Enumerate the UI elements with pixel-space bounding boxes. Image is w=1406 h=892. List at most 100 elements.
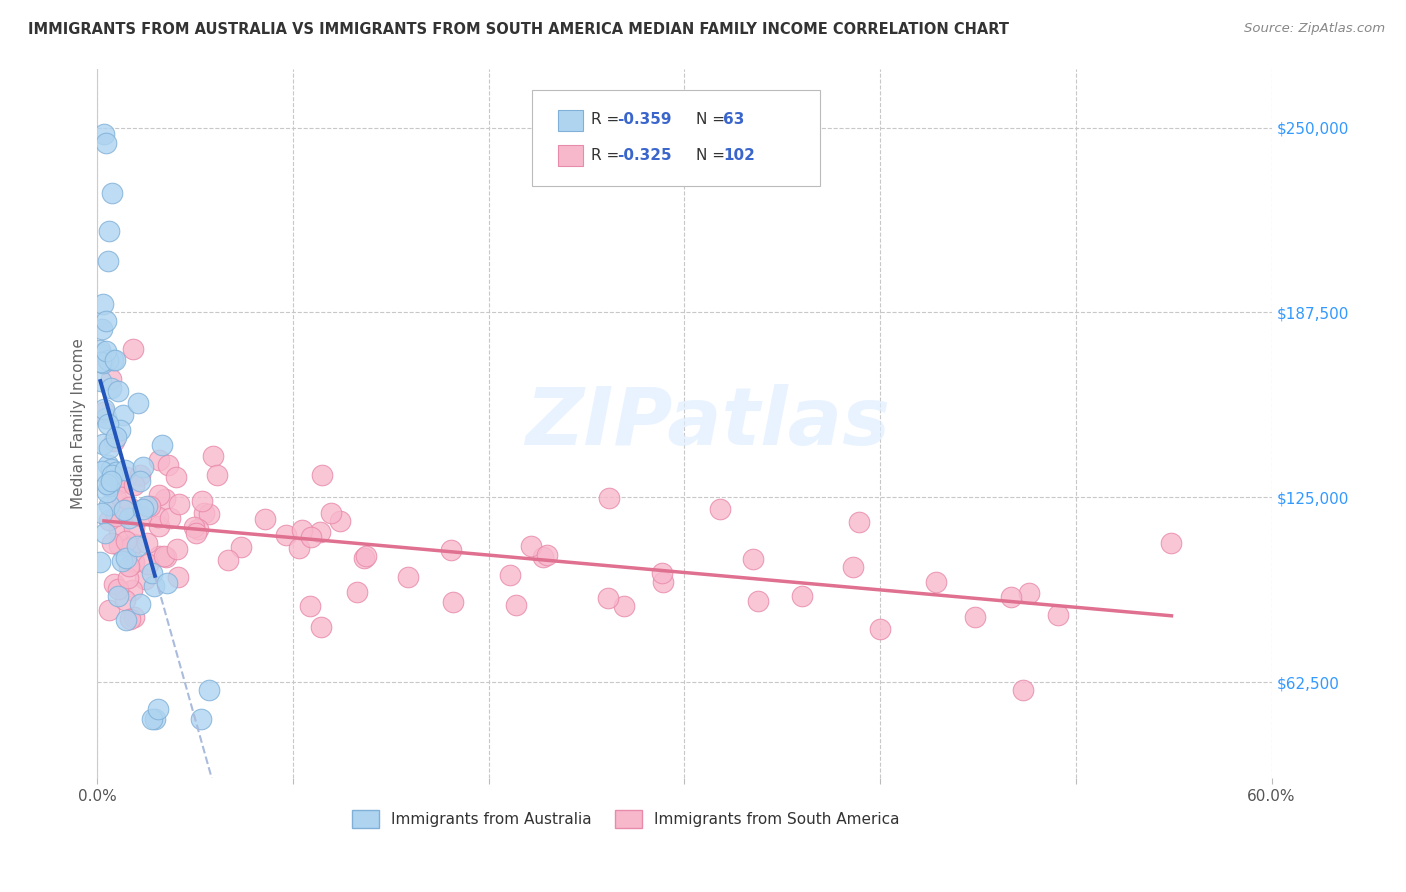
Point <box>90 506 112 520</box>
Text: -0.325: -0.325 <box>617 148 672 163</box>
Point <box>132 459 155 474</box>
Point <box>186 526 208 541</box>
Point <box>114 503 136 517</box>
Point <box>924 575 946 590</box>
Point <box>1160 536 1182 550</box>
Point <box>288 541 311 556</box>
Point <box>122 555 145 569</box>
Point <box>311 468 333 483</box>
Point <box>114 613 136 627</box>
Point <box>202 449 225 463</box>
Point <box>90 374 112 388</box>
Point <box>146 701 169 715</box>
Point <box>440 543 463 558</box>
Point <box>159 510 181 524</box>
Text: 102: 102 <box>723 148 755 163</box>
Text: IMMIGRANTS FROM AUSTRALIA VS IMMIGRANTS FROM SOUTH AMERICA MEDIAN FAMILY INCOME : IMMIGRANTS FROM AUSTRALIA VS IMMIGRANTS … <box>28 22 1010 37</box>
Point <box>146 510 169 524</box>
Point <box>112 503 135 517</box>
Point <box>613 599 636 614</box>
Point <box>105 492 128 507</box>
Point <box>103 577 125 591</box>
Point <box>1012 682 1035 697</box>
Point <box>308 525 330 540</box>
Point <box>98 224 121 238</box>
Bar <box>558 145 583 167</box>
Point <box>963 610 986 624</box>
Point <box>792 589 814 603</box>
Point <box>93 127 115 141</box>
Point <box>98 479 121 493</box>
Point <box>114 463 136 477</box>
Point <box>190 494 212 508</box>
Point <box>100 381 122 395</box>
Y-axis label: Median Family Income: Median Family Income <box>72 338 86 508</box>
Point <box>165 469 187 483</box>
Point <box>94 526 117 541</box>
Point <box>93 356 115 370</box>
Point <box>709 501 731 516</box>
Point <box>90 354 112 368</box>
Point <box>93 405 115 419</box>
Point <box>128 467 150 482</box>
Point <box>105 465 128 479</box>
Point <box>96 458 118 472</box>
Legend: Immigrants from Australia, Immigrants from South America: Immigrants from Australia, Immigrants fr… <box>346 804 905 834</box>
Point <box>520 539 543 553</box>
Point <box>254 512 277 526</box>
Point <box>111 554 134 568</box>
Point <box>536 548 558 562</box>
Point <box>104 352 127 367</box>
Point <box>91 436 114 450</box>
Point <box>94 314 117 328</box>
Point <box>148 549 170 563</box>
Point <box>1018 586 1040 600</box>
Point <box>103 434 125 449</box>
Point <box>91 464 114 478</box>
Point <box>100 474 122 488</box>
Point <box>499 568 522 582</box>
Point <box>156 575 179 590</box>
Point <box>207 467 229 482</box>
Point <box>114 593 136 607</box>
Point <box>96 343 118 358</box>
Point <box>117 571 139 585</box>
Point <box>115 534 138 549</box>
Point <box>115 551 138 566</box>
Point <box>100 535 122 549</box>
Point <box>107 589 129 603</box>
Point <box>531 550 554 565</box>
Point <box>321 506 343 520</box>
Point <box>155 550 177 565</box>
Point <box>187 522 209 536</box>
Point <box>96 476 118 491</box>
Point <box>89 555 111 569</box>
Point <box>97 441 120 455</box>
Point <box>108 538 131 552</box>
Text: Source: ZipAtlas.com: Source: ZipAtlas.com <box>1244 22 1385 36</box>
Point <box>110 475 132 490</box>
Point <box>118 558 141 573</box>
Point <box>153 549 176 564</box>
Point <box>118 511 141 525</box>
Point <box>198 508 221 522</box>
Point <box>98 498 121 512</box>
Point <box>124 521 146 535</box>
Point <box>1000 591 1022 605</box>
Point <box>96 253 118 268</box>
Point <box>742 551 765 566</box>
Point <box>747 594 769 608</box>
Point <box>90 322 112 336</box>
Point <box>127 540 149 554</box>
Point <box>167 570 190 584</box>
Point <box>353 550 375 565</box>
Point <box>118 500 141 514</box>
Point <box>108 523 131 537</box>
Point <box>166 541 188 556</box>
Point <box>90 347 112 361</box>
Text: 63: 63 <box>723 112 745 128</box>
Point <box>193 506 215 520</box>
Point <box>651 566 673 580</box>
Point <box>156 458 179 472</box>
Point <box>136 535 159 549</box>
